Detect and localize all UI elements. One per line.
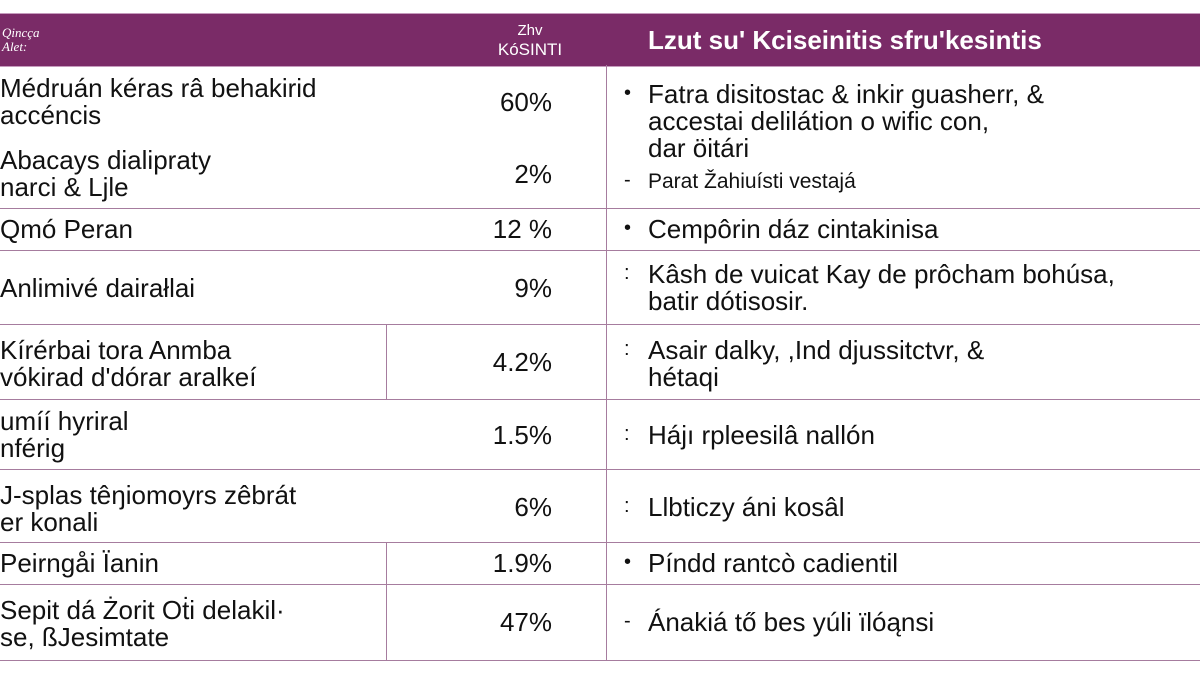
row-description: : Llbticzy áni kosâl [624,494,1194,521]
table-row: Qmó Peran 12 % • Cempôrin dáz cintakinis… [0,209,1200,251]
column-divider [606,585,607,660]
description-item: - Ánakiá tő bes yúli ïlóąnsi [624,609,1194,636]
row-name: Abacays dialipraty narci & Ljle [0,145,211,202]
description-item: : Kâsh de vuicat Kay de prôcham bohúsa, … [624,261,1194,315]
header-col-category: Qincça Alet: [2,14,92,66]
column-divider [606,65,607,208]
sub-column-divider [386,585,387,660]
row-percent: 4.2% [492,347,552,377]
header-col-category-line2: Alet: [2,39,28,54]
header-col-category-line1: Qincça [2,25,40,40]
description-text: Asair dalky, ,Ind djussitctvr, & hétaqi [648,335,985,392]
description-text: Parat Žahiuísti vestajá [648,170,856,193]
description-item: : Asair dalky, ,Ind djussitctvr, & hétaq… [624,337,1194,391]
row-description: • Fatra disitostac & inkir guasherr, & a… [624,81,1194,195]
row-percent: 9% [514,273,552,303]
header-col-percent-line1: Zhv [517,22,543,39]
description-item: • Píndd rantcò cadientil [624,550,1194,577]
table-row: Peirngåi Ïanin 1.9% • Píndd rantcò cadie… [0,543,1200,585]
dash-icon: - [624,169,631,191]
description-item: - Parat Žahiuísti vestajá [624,168,1194,195]
table-row: Kírérbai tora Anmba vókirad d'dórar aral… [0,325,1200,400]
bullet-icon: : [624,338,630,360]
row-percent: 47% [499,607,552,637]
description-text: Ánakiá tő bes yúli ïlóąnsi [648,607,935,637]
bullet-icon: • [624,217,632,239]
sub-column-divider [386,325,387,399]
row-percent: 6% [514,492,552,522]
bullet-icon: • [624,82,632,104]
header-col-description: Lzut su' Kciseinitis sfru'kesintis [648,24,1042,55]
row-name: J-splas têŋiomoyrs zêbrát er konali [0,480,297,537]
bullet-icon: : [624,423,630,445]
description-text: Cempôrin dáz cintakinisa [648,214,939,244]
row-name: Kírérbai tora Anmba vókirad d'dórar aral… [0,335,257,392]
row-description: • Cempôrin dáz cintakinisa [624,216,1194,243]
bullet-icon: : [624,262,630,284]
column-divider [606,251,607,324]
description-item: : Llbticzy áni kosâl [624,494,1194,521]
column-divider [606,470,607,542]
description-item: • Fatra disitostac & inkir guasherr, & a… [624,81,1194,162]
row-description: : Asair dalky, ,Ind djussitctvr, & hétaq… [624,337,1194,391]
description-text: Llbticzy áni kosâl [648,492,845,522]
row-percent: 12 % [492,214,552,244]
description-item: • Cempôrin dáz cintakinisa [624,216,1194,243]
row-description: : Kâsh de vuicat Kay de prôcham bohúsa, … [624,261,1194,315]
table-row: Sepit dá Żorit Oṫi delakil· se, ßJesimta… [0,585,1200,661]
row-percent: 1.5% [492,420,552,450]
row-name: Anlimivé dairałlai [0,273,196,303]
table-header: Qincça Alet: Zhv KóSINTI Lzut su' Kcisei… [0,13,1200,67]
header-col-percent-line2: KóSINTI [497,40,563,59]
description-text: Píndd rantcò cadientil [648,548,899,578]
row-percent: 1.9% [492,548,552,578]
row-name: Médruán kéras râ behakirid accéncis [0,73,317,130]
row-name: Sepit dá Żorit Oṫi delakil· se, ßJesimta… [0,595,285,652]
data-table: Qincça Alet: Zhv KóSINTI Lzut su' Kcisei… [0,13,1200,661]
column-divider [606,400,607,469]
row-name: Peirngåi Ïanin [0,548,159,578]
row-description: - Ánakiá tő bes yúli ïlóąnsi [624,609,1194,636]
row-description: : Hájı rpleesilâ nallón [624,422,1194,449]
table-row: Médruán kéras râ behakirid accéncis 60% … [0,65,1200,209]
column-divider [606,543,607,584]
table-row: umíí hyriral nférig 1.5% : Hájı rpleesil… [0,400,1200,470]
description-text: Kâsh de vuicat Kay de prôcham bohúsa, ba… [648,259,1115,316]
bullet-icon: : [624,495,630,517]
description-text: Fatra disitostac & inkir guasherr, & acc… [648,79,1044,163]
description-text: Hájı rpleesilâ nallón [648,420,875,450]
column-divider [606,209,607,250]
row-percent: 60% [499,87,552,117]
table-row: Anlimivé dairałlai 9% : Kâsh de vuicat K… [0,251,1200,325]
dash-icon: - [624,610,631,632]
row-percent: 2% [514,159,552,189]
bullet-icon: • [624,551,632,573]
column-divider [606,325,607,399]
table-row: J-splas têŋiomoyrs zêbrát er konali 6% :… [0,470,1200,543]
row-name: Qmó Peran [0,214,133,244]
sub-column-divider [386,543,387,584]
row-name: umíí hyriral nférig [0,406,129,463]
row-description: • Píndd rantcò cadientil [624,550,1194,577]
description-item: : Hájı rpleesilâ nallón [624,422,1194,449]
header-col-percent: Zhv KóSINTI [460,14,600,66]
